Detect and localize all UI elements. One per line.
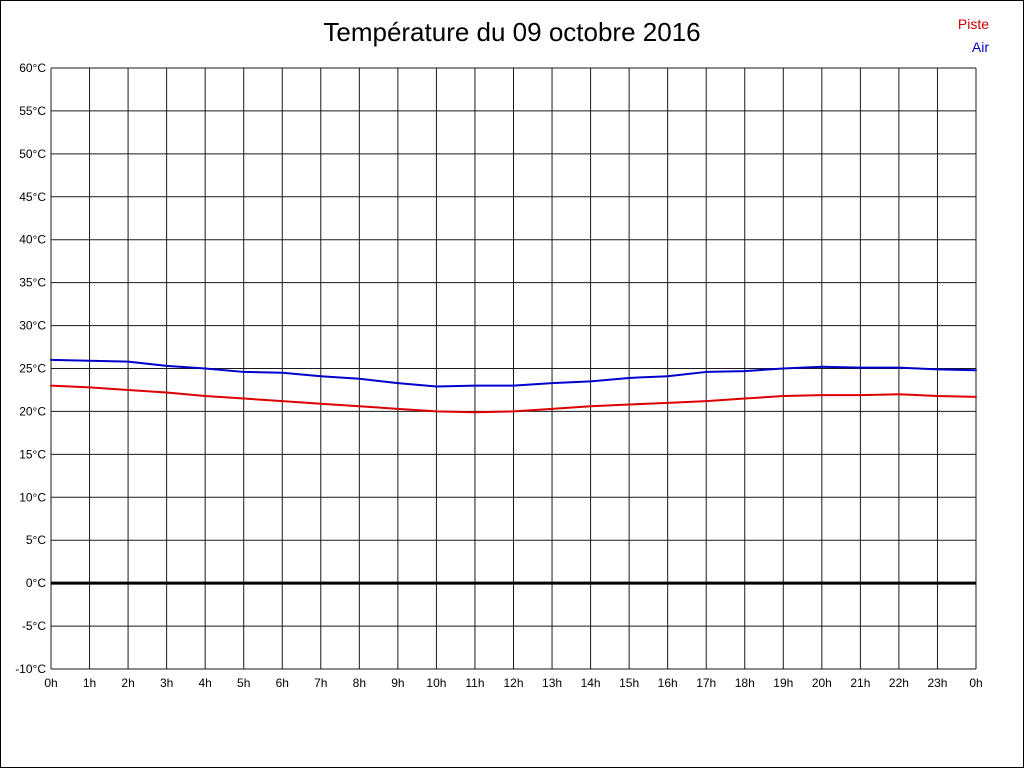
y-tick-label: 25°C: [19, 362, 46, 376]
y-tick-label: -10°C: [15, 662, 46, 676]
x-tick-label: 13h: [542, 676, 562, 690]
x-tick-label: 19h: [773, 676, 793, 690]
x-tick-label: 7h: [314, 676, 327, 690]
x-tick-label: 15h: [619, 676, 639, 690]
x-tick-label: 18h: [735, 676, 755, 690]
y-tick-label: 20°C: [19, 404, 46, 418]
y-tick-label: 60°C: [19, 61, 46, 75]
y-tick-label: 50°C: [19, 147, 46, 161]
x-tick-label: 12h: [503, 676, 523, 690]
chart-title: Température du 09 octobre 2016: [323, 17, 701, 47]
y-tick-label: 35°C: [19, 276, 46, 290]
x-tick-label: 4h: [198, 676, 211, 690]
x-tick-label: 1h: [83, 676, 96, 690]
legend: Piste Air: [958, 13, 989, 59]
series-line-piste: [50, 384, 977, 414]
y-tick-label: 10°C: [19, 490, 46, 504]
x-tick-label: 20h: [812, 676, 832, 690]
x-tick-label: 0h: [969, 676, 982, 690]
x-tick-label: 9h: [391, 676, 404, 690]
y-tick-label: 45°C: [19, 190, 46, 204]
y-tick-label: 5°C: [26, 533, 46, 547]
x-tick-label: 8h: [353, 676, 366, 690]
series-line-air: [50, 358, 977, 388]
y-tick-label: 15°C: [19, 447, 46, 461]
y-tick-label: 30°C: [19, 319, 46, 333]
x-tick-label: 17h: [696, 676, 716, 690]
legend-item-air: Air: [971, 39, 989, 55]
x-tick-label: 21h: [850, 676, 870, 690]
x-tick-label: 16h: [658, 676, 678, 690]
legend-item-piste: Piste: [957, 16, 989, 32]
x-tick-label: 10h: [426, 676, 446, 690]
x-tick-label: 5h: [237, 676, 250, 690]
x-tick-label: 11h: [465, 676, 484, 690]
x-tick-label: 14h: [581, 676, 601, 690]
y-tick-label: 55°C: [19, 104, 46, 118]
x-tick-label: 3h: [160, 676, 173, 690]
x-tick-label: 6h: [276, 676, 289, 690]
x-tick-label: 2h: [121, 676, 134, 690]
y-tick-label: 40°C: [19, 233, 46, 247]
y-tick-label: -5°C: [22, 619, 46, 633]
x-tick-label: 23h: [927, 676, 947, 690]
y-tick-label: 0°C: [26, 576, 46, 590]
x-tick-label: 22h: [889, 676, 909, 690]
x-tick-label: 0h: [44, 676, 57, 690]
